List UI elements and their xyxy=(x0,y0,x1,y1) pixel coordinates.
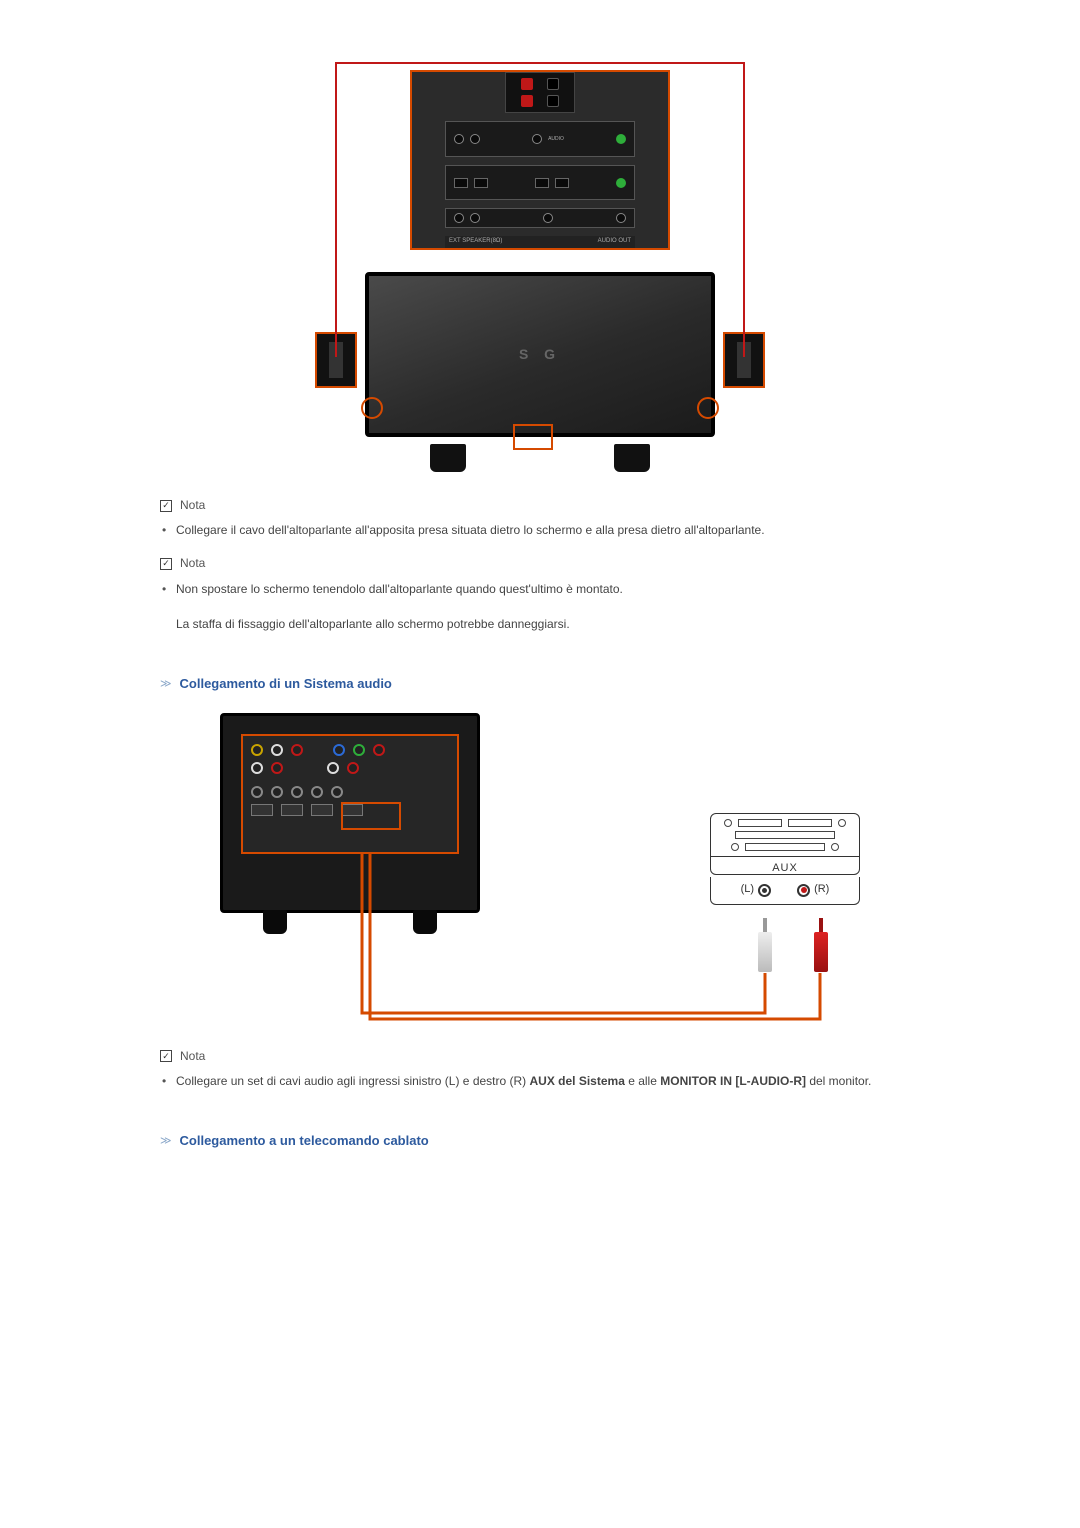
monitor-brand-logo: S G xyxy=(519,343,561,365)
monitor-stand-left xyxy=(263,910,287,934)
aux-right-label: (R) xyxy=(814,881,829,899)
note-1-list: Collegare il cavo dell'altoparlante all'… xyxy=(160,521,920,540)
note-3-suffix: del monitor. xyxy=(806,1074,871,1088)
note-3-list: Collegare un set di cavi audio agli ingr… xyxy=(160,1072,920,1091)
monitor-stand-right xyxy=(614,444,650,472)
check-icon: ✓ xyxy=(160,500,172,512)
rca-plug-red xyxy=(814,918,828,972)
note-2-header: ✓ Nota xyxy=(160,554,920,573)
chevron-right-icon: ≫ xyxy=(160,1133,172,1151)
note-3-mid: e alle xyxy=(625,1074,660,1088)
note-3-header: ✓ Nota xyxy=(160,1047,920,1066)
note-2-line-2: La staffa di fissaggio dell'altoparlante… xyxy=(176,615,920,634)
note-1-item: Collegare il cavo dell'altoparlante all'… xyxy=(160,521,920,540)
note-1-header: ✓ Nota xyxy=(160,496,920,515)
speaker-mount-highlight-right xyxy=(697,397,719,419)
note-2-list: Non spostare lo schermo tenendolo dall'a… xyxy=(160,580,920,634)
rca-plug-white xyxy=(758,918,772,972)
chevron-right-icon: ≫ xyxy=(160,676,172,694)
note-2-line-1: Non spostare lo schermo tenendolo dall'a… xyxy=(176,582,623,596)
section-heading-audio: ≫ Collegamento di un Sistema audio xyxy=(160,674,920,695)
monitor-port-area-highlight xyxy=(241,734,459,854)
wire-right xyxy=(743,62,745,357)
speaker-connection-figure: AUDIO EXT SPEAKER(8Ω) AUDIO OUT S G xyxy=(160,70,920,472)
audio-label: AUDIO xyxy=(548,135,564,143)
note-2-item: Non spostare lo schermo tenendolo dall'a… xyxy=(160,580,920,634)
audio-out-label: AUDIO OUT xyxy=(598,237,631,247)
speaker-mount-highlight-left xyxy=(361,397,383,419)
connector-row-1: AUDIO xyxy=(445,121,635,157)
note-3-bold-2: MONITOR IN [L-AUDIO-R] xyxy=(660,1074,806,1088)
note-label: Nota xyxy=(180,1047,205,1066)
aux-ports: (L) (R) xyxy=(710,877,860,905)
note-label: Nota xyxy=(180,496,205,515)
note-3-bold-1: AUX del Sistema xyxy=(530,1074,625,1088)
monitor-in-audio-highlight xyxy=(341,802,401,830)
check-icon: ✓ xyxy=(160,558,172,570)
note-3-item: Collegare un set di cavi audio agli ingr… xyxy=(160,1072,920,1091)
note-3-prefix: Collegare un set di cavi audio agli ingr… xyxy=(176,1074,530,1088)
audio-system-diagram: AUX (L) (R) xyxy=(180,713,900,1033)
section-heading-remote: ≫ Collegamento a un telecomando cablato xyxy=(160,1131,920,1152)
aux-label: AUX xyxy=(772,860,798,878)
connector-row-2 xyxy=(445,165,635,201)
section-title-remote: Collegamento a un telecomando cablato xyxy=(180,1131,429,1152)
wire-left xyxy=(335,62,337,357)
aux-port-left xyxy=(758,884,771,897)
wire-top xyxy=(335,62,745,64)
connector-row-3 xyxy=(445,208,635,228)
speaker-terminal-block xyxy=(505,72,575,113)
monitor-stand-left xyxy=(430,444,466,472)
rear-port-highlight xyxy=(513,424,553,450)
audio-out-jack xyxy=(616,134,626,144)
monitor-rear-panel xyxy=(220,713,480,913)
monitor-with-speakers: S G xyxy=(315,262,765,472)
monitor-body: S G xyxy=(365,272,715,437)
aux-port-right xyxy=(797,884,810,897)
port-labels: EXT SPEAKER(8Ω) AUDIO OUT xyxy=(445,236,635,248)
note-label: Nota xyxy=(180,554,205,573)
check-icon: ✓ xyxy=(160,1050,172,1062)
section-title-audio: Collegamento di un Sistema audio xyxy=(180,674,392,695)
rear-port-panel: AUDIO EXT SPEAKER(8Ω) AUDIO OUT xyxy=(410,70,670,250)
monitor-stand-right xyxy=(413,910,437,934)
aux-left-label: (L) xyxy=(741,881,754,899)
audio-system-unit: AUX xyxy=(710,813,860,875)
ext-speaker-label: EXT SPEAKER(8Ω) xyxy=(449,237,502,247)
